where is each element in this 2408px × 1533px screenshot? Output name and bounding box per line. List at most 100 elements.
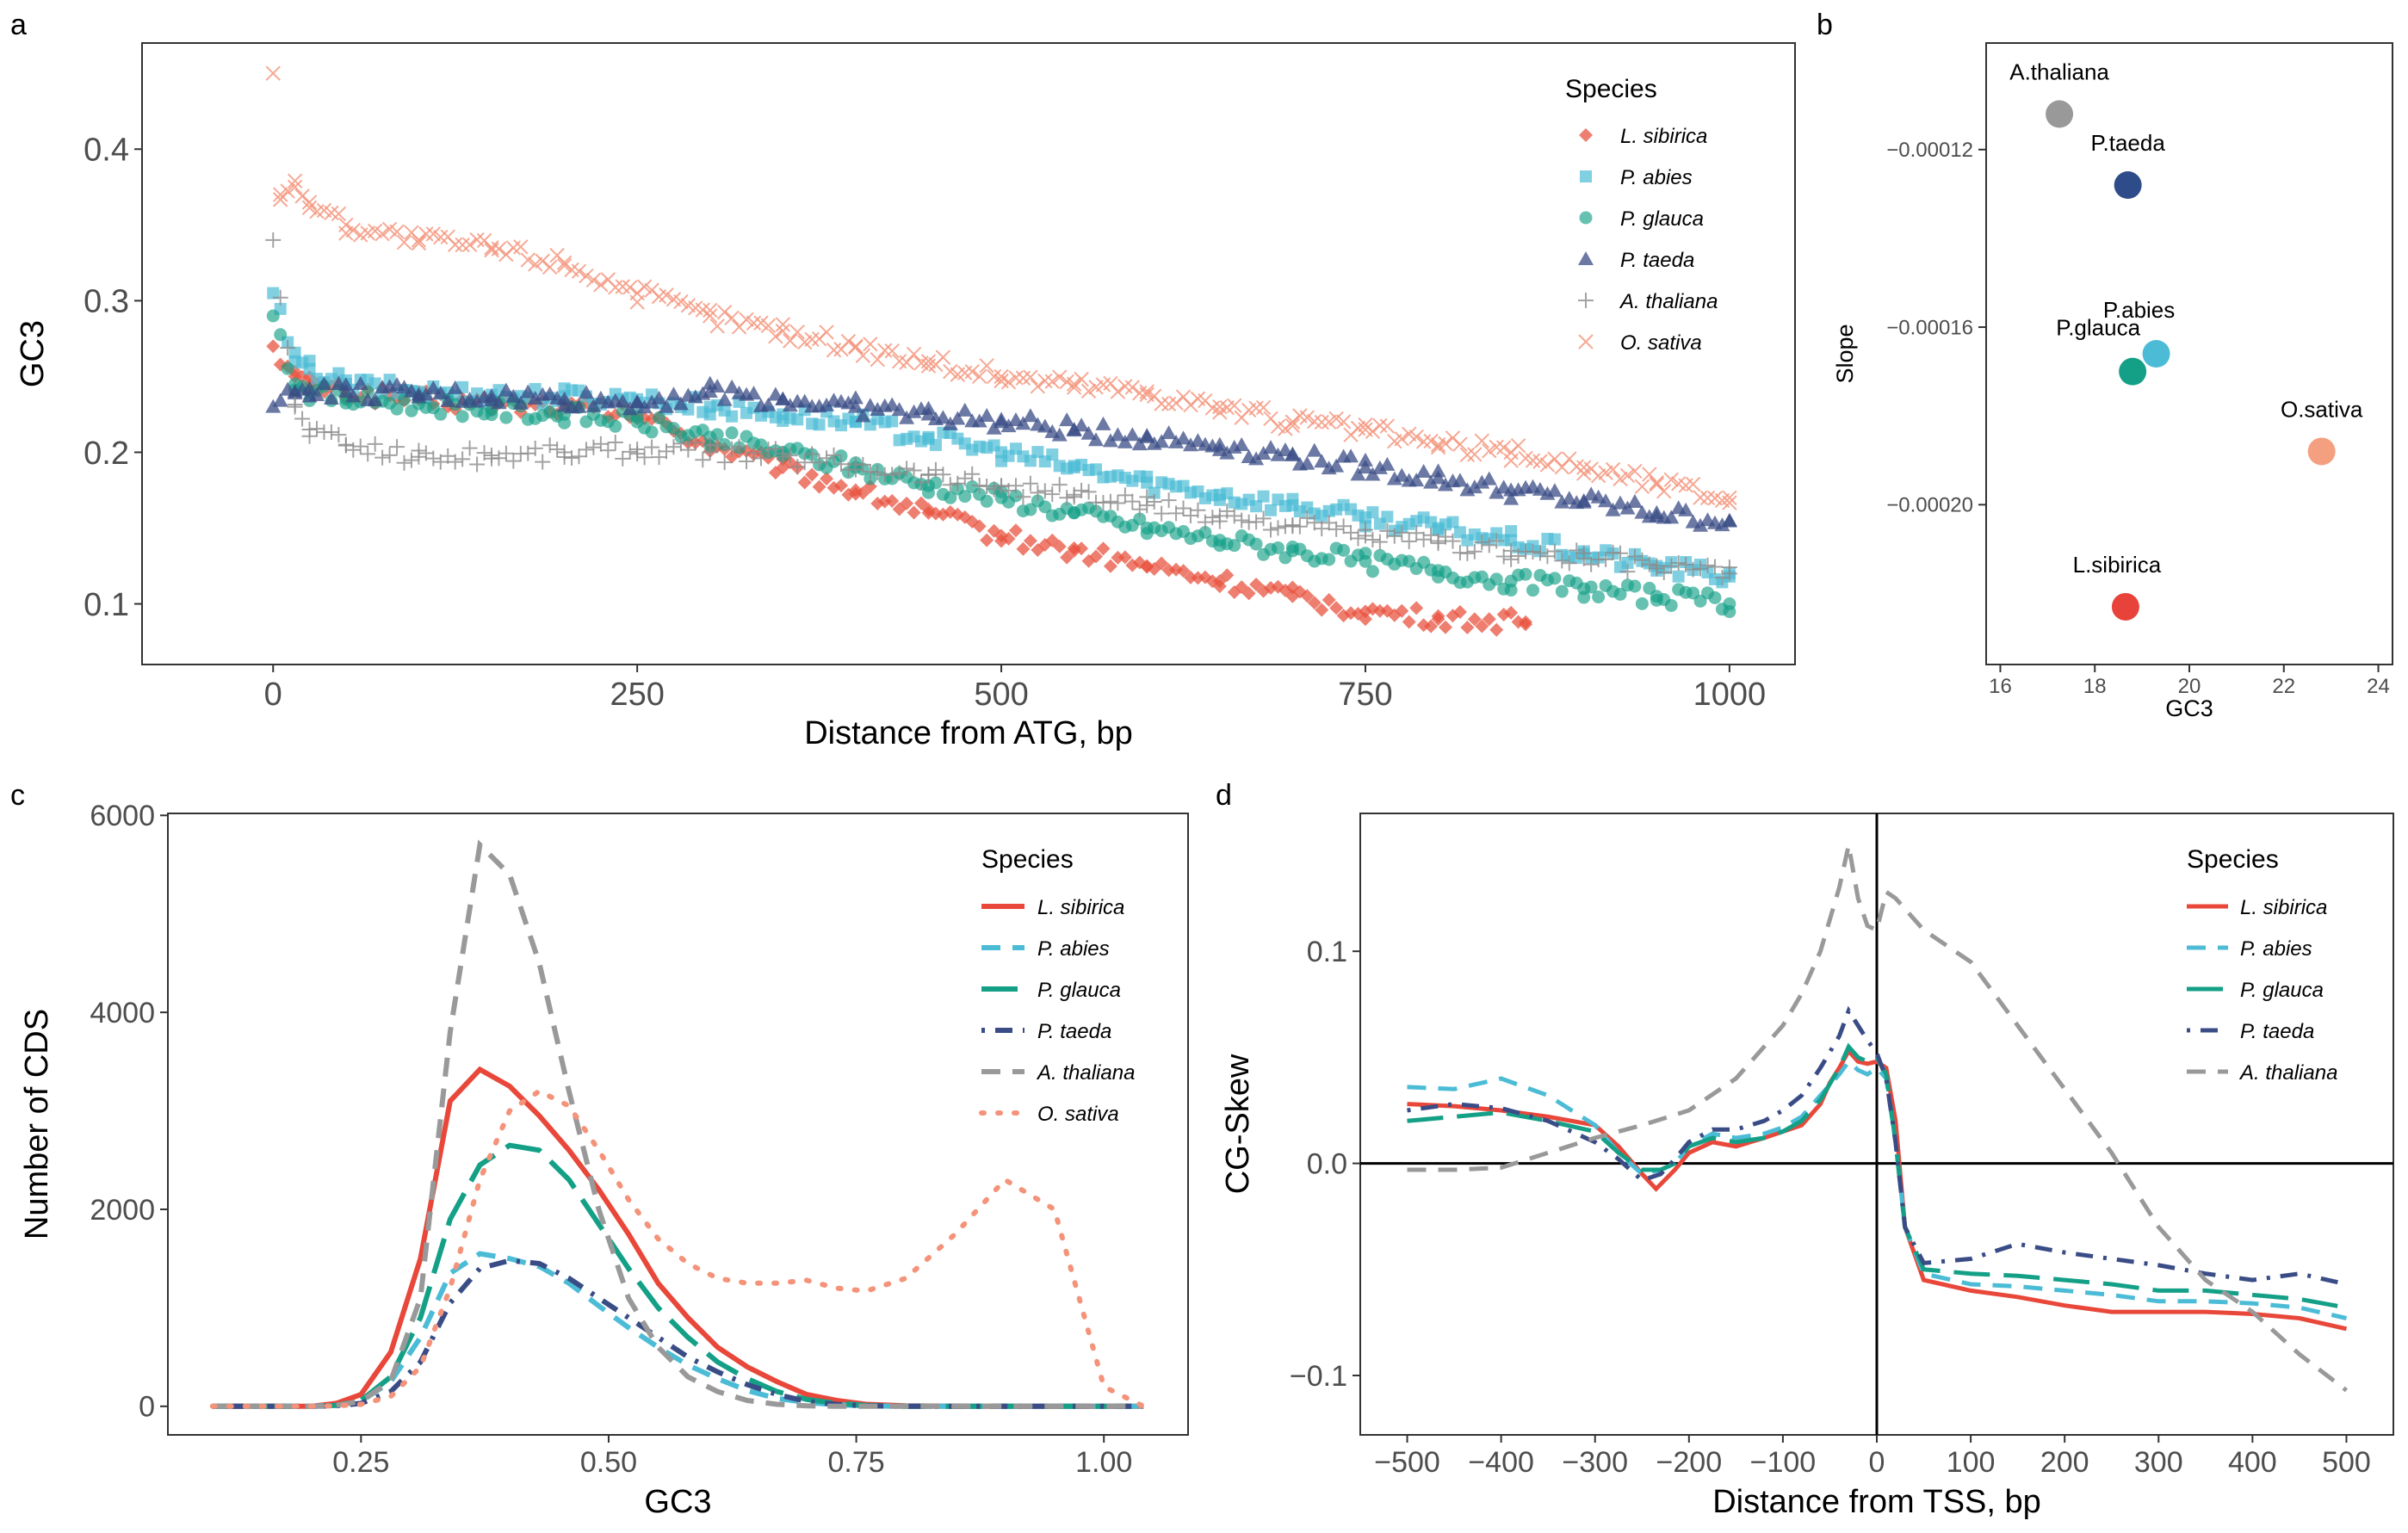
legend-label: L. sibirica [1620,125,1707,148]
data-point [556,391,573,405]
data-point [1016,541,1031,556]
data-point [367,436,383,452]
data-point [1263,440,1279,454]
data-point [813,418,826,431]
data-point [1577,582,1591,596]
data-point [782,448,798,464]
x-axis-title: Distance from TSS, bp [1712,1484,2041,1520]
data-point [1008,523,1023,538]
data-point [1546,543,1563,559]
data-point [1693,517,1709,532]
legend-key [1579,128,1593,142]
data-point [1241,586,1256,601]
data-point [1445,533,1461,549]
data-point [672,396,689,411]
data-point [1212,405,1228,420]
point-label: A.thaliana [2009,59,2109,85]
data-point [1678,502,1694,516]
data-point [629,441,646,457]
data-point [703,400,716,413]
data-point [535,454,551,470]
data-point [907,505,921,520]
legend-title: Species [1565,75,1657,103]
data-point [1248,400,1264,416]
data-point [986,368,1002,385]
panel-c: 0.25 0.50 0.75 1.00 0 2000 4000 6000 GC3 Number o… [19,800,1189,1520]
data-point [1038,500,1052,514]
data-point [579,268,594,284]
data-point [1096,541,1111,556]
data-point [1044,374,1060,389]
data-point [1605,502,1621,516]
data-point [1212,574,1227,589]
data-point [411,232,427,248]
data-point [1060,550,1074,565]
data-point [1080,484,1097,500]
data-point [1466,543,1483,559]
series-a--thaliana [265,232,1737,586]
data-point [1182,437,1198,452]
data-point [1554,494,1570,509]
data-point [1613,471,1628,487]
data-point [1613,495,1629,510]
data-point [724,379,740,393]
data-point [942,416,958,430]
data-point [1023,369,1038,385]
data-point [337,384,354,399]
data-point [760,397,777,411]
legend-key [1578,251,1594,265]
data-point [731,439,747,455]
data-point [1466,479,1483,494]
data-point [1046,448,1059,461]
data-point [1708,590,1722,604]
data-point [1626,493,1643,508]
data-point [797,475,812,490]
data-point [1066,376,1082,392]
data-point [1372,603,1387,618]
x-tick-label: 24 [2367,675,2390,698]
data-point [281,362,294,375]
data-point [1432,564,1445,578]
data-point [833,479,848,493]
x-tick-label: −500 [1374,1446,1440,1479]
data-point [1335,518,1352,535]
data-point [585,272,602,288]
data-point [1656,484,1672,499]
data-point [434,407,448,421]
data-point [1329,601,1344,615]
data-point [805,467,820,482]
legend-label: A. thaliana [1036,1061,1135,1085]
data-point [1141,476,1154,489]
data-point [666,422,680,436]
data-point [1270,520,1286,536]
data-point [1519,615,1533,629]
data-point [484,240,499,256]
data-point [1176,564,1191,578]
data-point [658,399,674,413]
legend-title: Species [2187,845,2279,874]
data-point [645,425,659,439]
data-point [847,390,864,405]
x-tick-label: −200 [1656,1446,1723,1479]
data-point [1619,564,1636,580]
data-point [1139,498,1155,514]
data-point [1641,556,1657,572]
data-point [1598,465,1613,480]
y-axis-title: Number of CDS [19,1009,55,1239]
data-point [1133,512,1147,526]
data-point [775,317,791,332]
data-point [1154,556,1169,571]
panel-label-c: c [10,779,25,812]
data-point [396,234,412,250]
data-point [1532,454,1548,469]
data-point [615,393,631,408]
data-point [1526,584,1540,597]
y-tick-label: 0 [139,1391,155,1424]
data-point [796,454,813,471]
data-point [804,331,820,348]
data-point [1299,410,1315,425]
data-point [498,382,514,397]
data-point [920,467,937,483]
data-point [885,494,900,509]
data-point [709,318,725,334]
